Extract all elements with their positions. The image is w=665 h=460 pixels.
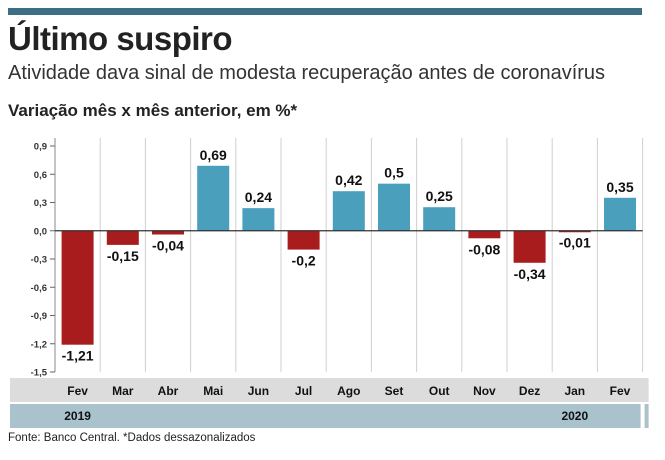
bar-mai-3 [197, 165, 230, 231]
chart-title: Último suspiro [8, 20, 233, 57]
x-tick-label: Fev [610, 384, 631, 398]
y-tick-label: 0,9 [34, 142, 47, 153]
value-label: -0,01 [559, 235, 591, 251]
x-tick-label: Ago [337, 384, 360, 398]
y-tick-label: -0,9 [31, 311, 47, 322]
bar-fev-0 [61, 230, 94, 345]
x-tick-label: Abr [158, 384, 179, 398]
value-label: 0,5 [384, 165, 404, 181]
year-band [10, 404, 649, 428]
bar-mar-1 [106, 230, 139, 245]
y-tick-label: 0,3 [34, 198, 47, 209]
year-separator [640, 404, 645, 428]
bar-out-8 [423, 207, 456, 231]
y-tick-label: -0,6 [31, 283, 47, 294]
bar-ago-6 [332, 191, 365, 231]
bar-jul-5 [287, 230, 320, 250]
x-tick-label: Jun [248, 384, 269, 398]
bar-nov-9 [468, 230, 501, 239]
month-band [10, 378, 649, 402]
series-label: Variação mês x mês anterior, em %* [8, 101, 298, 120]
value-label: 0,69 [200, 147, 227, 163]
bar-jun-4 [242, 208, 275, 231]
x-tick-label: Jul [295, 384, 312, 398]
x-tick-label: Set [385, 384, 404, 398]
x-tick-label: Out [429, 384, 450, 398]
source-note: Fonte: Banco Central. *Dados dessazonali… [8, 432, 256, 444]
y-tick-label: -1,2 [31, 339, 47, 350]
bar-abr-2 [152, 230, 184, 235]
y-tick-label: -1,5 [31, 368, 48, 379]
value-label: 0,24 [245, 189, 272, 205]
top-rule [8, 8, 642, 15]
year-label: 2020 [561, 409, 588, 423]
bar-set-7 [378, 183, 410, 231]
value-label: 0,42 [335, 172, 362, 188]
x-tick-label: Dez [519, 384, 540, 398]
x-tick-label: Mar [112, 384, 134, 398]
bar-dez-10 [513, 230, 546, 263]
value-label: -1,21 [62, 348, 94, 364]
x-tick-label: Jan [564, 384, 585, 398]
y-tick-label: -0,3 [31, 255, 47, 266]
y-tick-label: 0,6 [34, 170, 47, 181]
value-label: 0,35 [606, 179, 633, 195]
value-label: -0,04 [152, 238, 184, 254]
value-label: -0,2 [292, 253, 316, 269]
value-label: -0,34 [514, 266, 546, 282]
chart-subtitle: Atividade dava sinal de modesta recupera… [8, 62, 606, 84]
bar-fev-12 [604, 197, 636, 231]
value-label: -0,15 [107, 248, 139, 264]
y-tick-label: 0,0 [34, 226, 47, 237]
x-tick-label: Nov [473, 384, 496, 398]
x-tick-label: Fev [67, 384, 88, 398]
year-label: 2019 [64, 409, 91, 423]
x-tick-label: Mai [203, 384, 223, 398]
value-label: 0,25 [426, 188, 453, 204]
value-label: -0,08 [468, 241, 500, 257]
bar-jan-11 [558, 230, 591, 233]
